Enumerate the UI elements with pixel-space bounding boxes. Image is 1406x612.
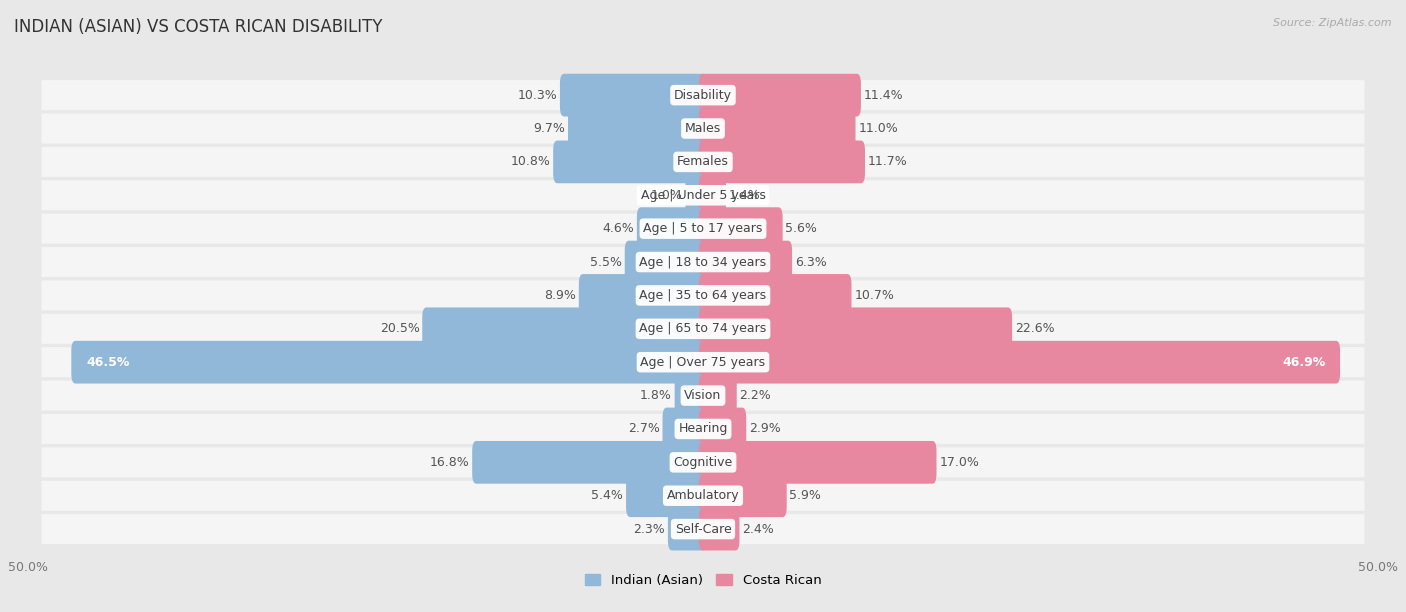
FancyBboxPatch shape xyxy=(42,381,1364,411)
FancyBboxPatch shape xyxy=(699,107,855,150)
FancyBboxPatch shape xyxy=(686,174,707,217)
Text: Males: Males xyxy=(685,122,721,135)
FancyBboxPatch shape xyxy=(553,141,707,183)
Text: Age | Under 5 years: Age | Under 5 years xyxy=(641,188,765,202)
Text: 5.5%: 5.5% xyxy=(591,256,621,269)
FancyBboxPatch shape xyxy=(42,80,1364,110)
Text: 46.9%: 46.9% xyxy=(1282,356,1326,368)
FancyBboxPatch shape xyxy=(42,147,1364,177)
FancyBboxPatch shape xyxy=(42,347,1364,377)
Text: 5.6%: 5.6% xyxy=(786,222,817,235)
FancyBboxPatch shape xyxy=(42,414,1364,444)
FancyBboxPatch shape xyxy=(668,508,707,550)
Text: Ambulatory: Ambulatory xyxy=(666,489,740,502)
FancyBboxPatch shape xyxy=(42,514,1364,544)
FancyBboxPatch shape xyxy=(568,107,707,150)
FancyBboxPatch shape xyxy=(560,74,707,116)
Text: Age | 35 to 64 years: Age | 35 to 64 years xyxy=(640,289,766,302)
Text: 1.4%: 1.4% xyxy=(728,188,761,202)
FancyBboxPatch shape xyxy=(422,307,707,350)
FancyBboxPatch shape xyxy=(699,141,865,183)
Text: 11.0%: 11.0% xyxy=(858,122,898,135)
Text: Cognitive: Cognitive xyxy=(673,456,733,469)
FancyBboxPatch shape xyxy=(42,280,1364,310)
Text: 20.5%: 20.5% xyxy=(380,323,419,335)
Text: 2.7%: 2.7% xyxy=(628,422,659,436)
Text: 10.8%: 10.8% xyxy=(510,155,551,168)
Text: Age | 18 to 34 years: Age | 18 to 34 years xyxy=(640,256,766,269)
FancyBboxPatch shape xyxy=(42,447,1364,477)
FancyBboxPatch shape xyxy=(699,341,1340,384)
Text: 9.7%: 9.7% xyxy=(533,122,565,135)
FancyBboxPatch shape xyxy=(662,408,707,450)
FancyBboxPatch shape xyxy=(699,241,792,283)
Text: Age | 65 to 74 years: Age | 65 to 74 years xyxy=(640,323,766,335)
Text: 2.4%: 2.4% xyxy=(742,523,773,536)
Text: INDIAN (ASIAN) VS COSTA RICAN DISABILITY: INDIAN (ASIAN) VS COSTA RICAN DISABILITY xyxy=(14,18,382,36)
Text: 46.5%: 46.5% xyxy=(86,356,129,368)
FancyBboxPatch shape xyxy=(699,441,936,483)
Text: 2.3%: 2.3% xyxy=(634,523,665,536)
Text: Hearing: Hearing xyxy=(678,422,728,436)
FancyBboxPatch shape xyxy=(637,207,707,250)
Text: 2.9%: 2.9% xyxy=(749,422,780,436)
FancyBboxPatch shape xyxy=(699,174,725,217)
Text: 5.9%: 5.9% xyxy=(789,489,821,502)
FancyBboxPatch shape xyxy=(624,241,707,283)
Text: 11.4%: 11.4% xyxy=(863,89,903,102)
Text: 22.6%: 22.6% xyxy=(1015,323,1054,335)
Text: Age | Over 75 years: Age | Over 75 years xyxy=(641,356,765,368)
Text: Age | 5 to 17 years: Age | 5 to 17 years xyxy=(644,222,762,235)
FancyBboxPatch shape xyxy=(699,474,787,517)
Text: 1.8%: 1.8% xyxy=(640,389,672,402)
FancyBboxPatch shape xyxy=(699,307,1012,350)
FancyBboxPatch shape xyxy=(42,113,1364,144)
Legend: Indian (Asian), Costa Rican: Indian (Asian), Costa Rican xyxy=(579,569,827,592)
Text: 1.0%: 1.0% xyxy=(651,188,683,202)
FancyBboxPatch shape xyxy=(42,247,1364,277)
Text: Disability: Disability xyxy=(673,89,733,102)
FancyBboxPatch shape xyxy=(699,408,747,450)
FancyBboxPatch shape xyxy=(699,207,783,250)
FancyBboxPatch shape xyxy=(675,374,707,417)
Text: Self-Care: Self-Care xyxy=(675,523,731,536)
FancyBboxPatch shape xyxy=(42,181,1364,211)
Text: 10.3%: 10.3% xyxy=(517,89,557,102)
Text: 6.3%: 6.3% xyxy=(794,256,827,269)
Text: 10.7%: 10.7% xyxy=(855,289,894,302)
FancyBboxPatch shape xyxy=(472,441,707,483)
FancyBboxPatch shape xyxy=(42,314,1364,344)
Text: 2.2%: 2.2% xyxy=(740,389,772,402)
Text: 11.7%: 11.7% xyxy=(868,155,907,168)
Text: 16.8%: 16.8% xyxy=(430,456,470,469)
FancyBboxPatch shape xyxy=(42,480,1364,511)
FancyBboxPatch shape xyxy=(579,274,707,317)
Text: 4.6%: 4.6% xyxy=(602,222,634,235)
Text: 5.4%: 5.4% xyxy=(592,489,623,502)
FancyBboxPatch shape xyxy=(699,74,860,116)
Text: Source: ZipAtlas.com: Source: ZipAtlas.com xyxy=(1274,18,1392,28)
FancyBboxPatch shape xyxy=(699,374,737,417)
Text: Females: Females xyxy=(678,155,728,168)
FancyBboxPatch shape xyxy=(626,474,707,517)
Text: 8.9%: 8.9% xyxy=(544,289,576,302)
Text: Vision: Vision xyxy=(685,389,721,402)
Text: 17.0%: 17.0% xyxy=(939,456,979,469)
FancyBboxPatch shape xyxy=(699,508,740,550)
FancyBboxPatch shape xyxy=(42,214,1364,244)
FancyBboxPatch shape xyxy=(699,274,852,317)
FancyBboxPatch shape xyxy=(72,341,707,384)
